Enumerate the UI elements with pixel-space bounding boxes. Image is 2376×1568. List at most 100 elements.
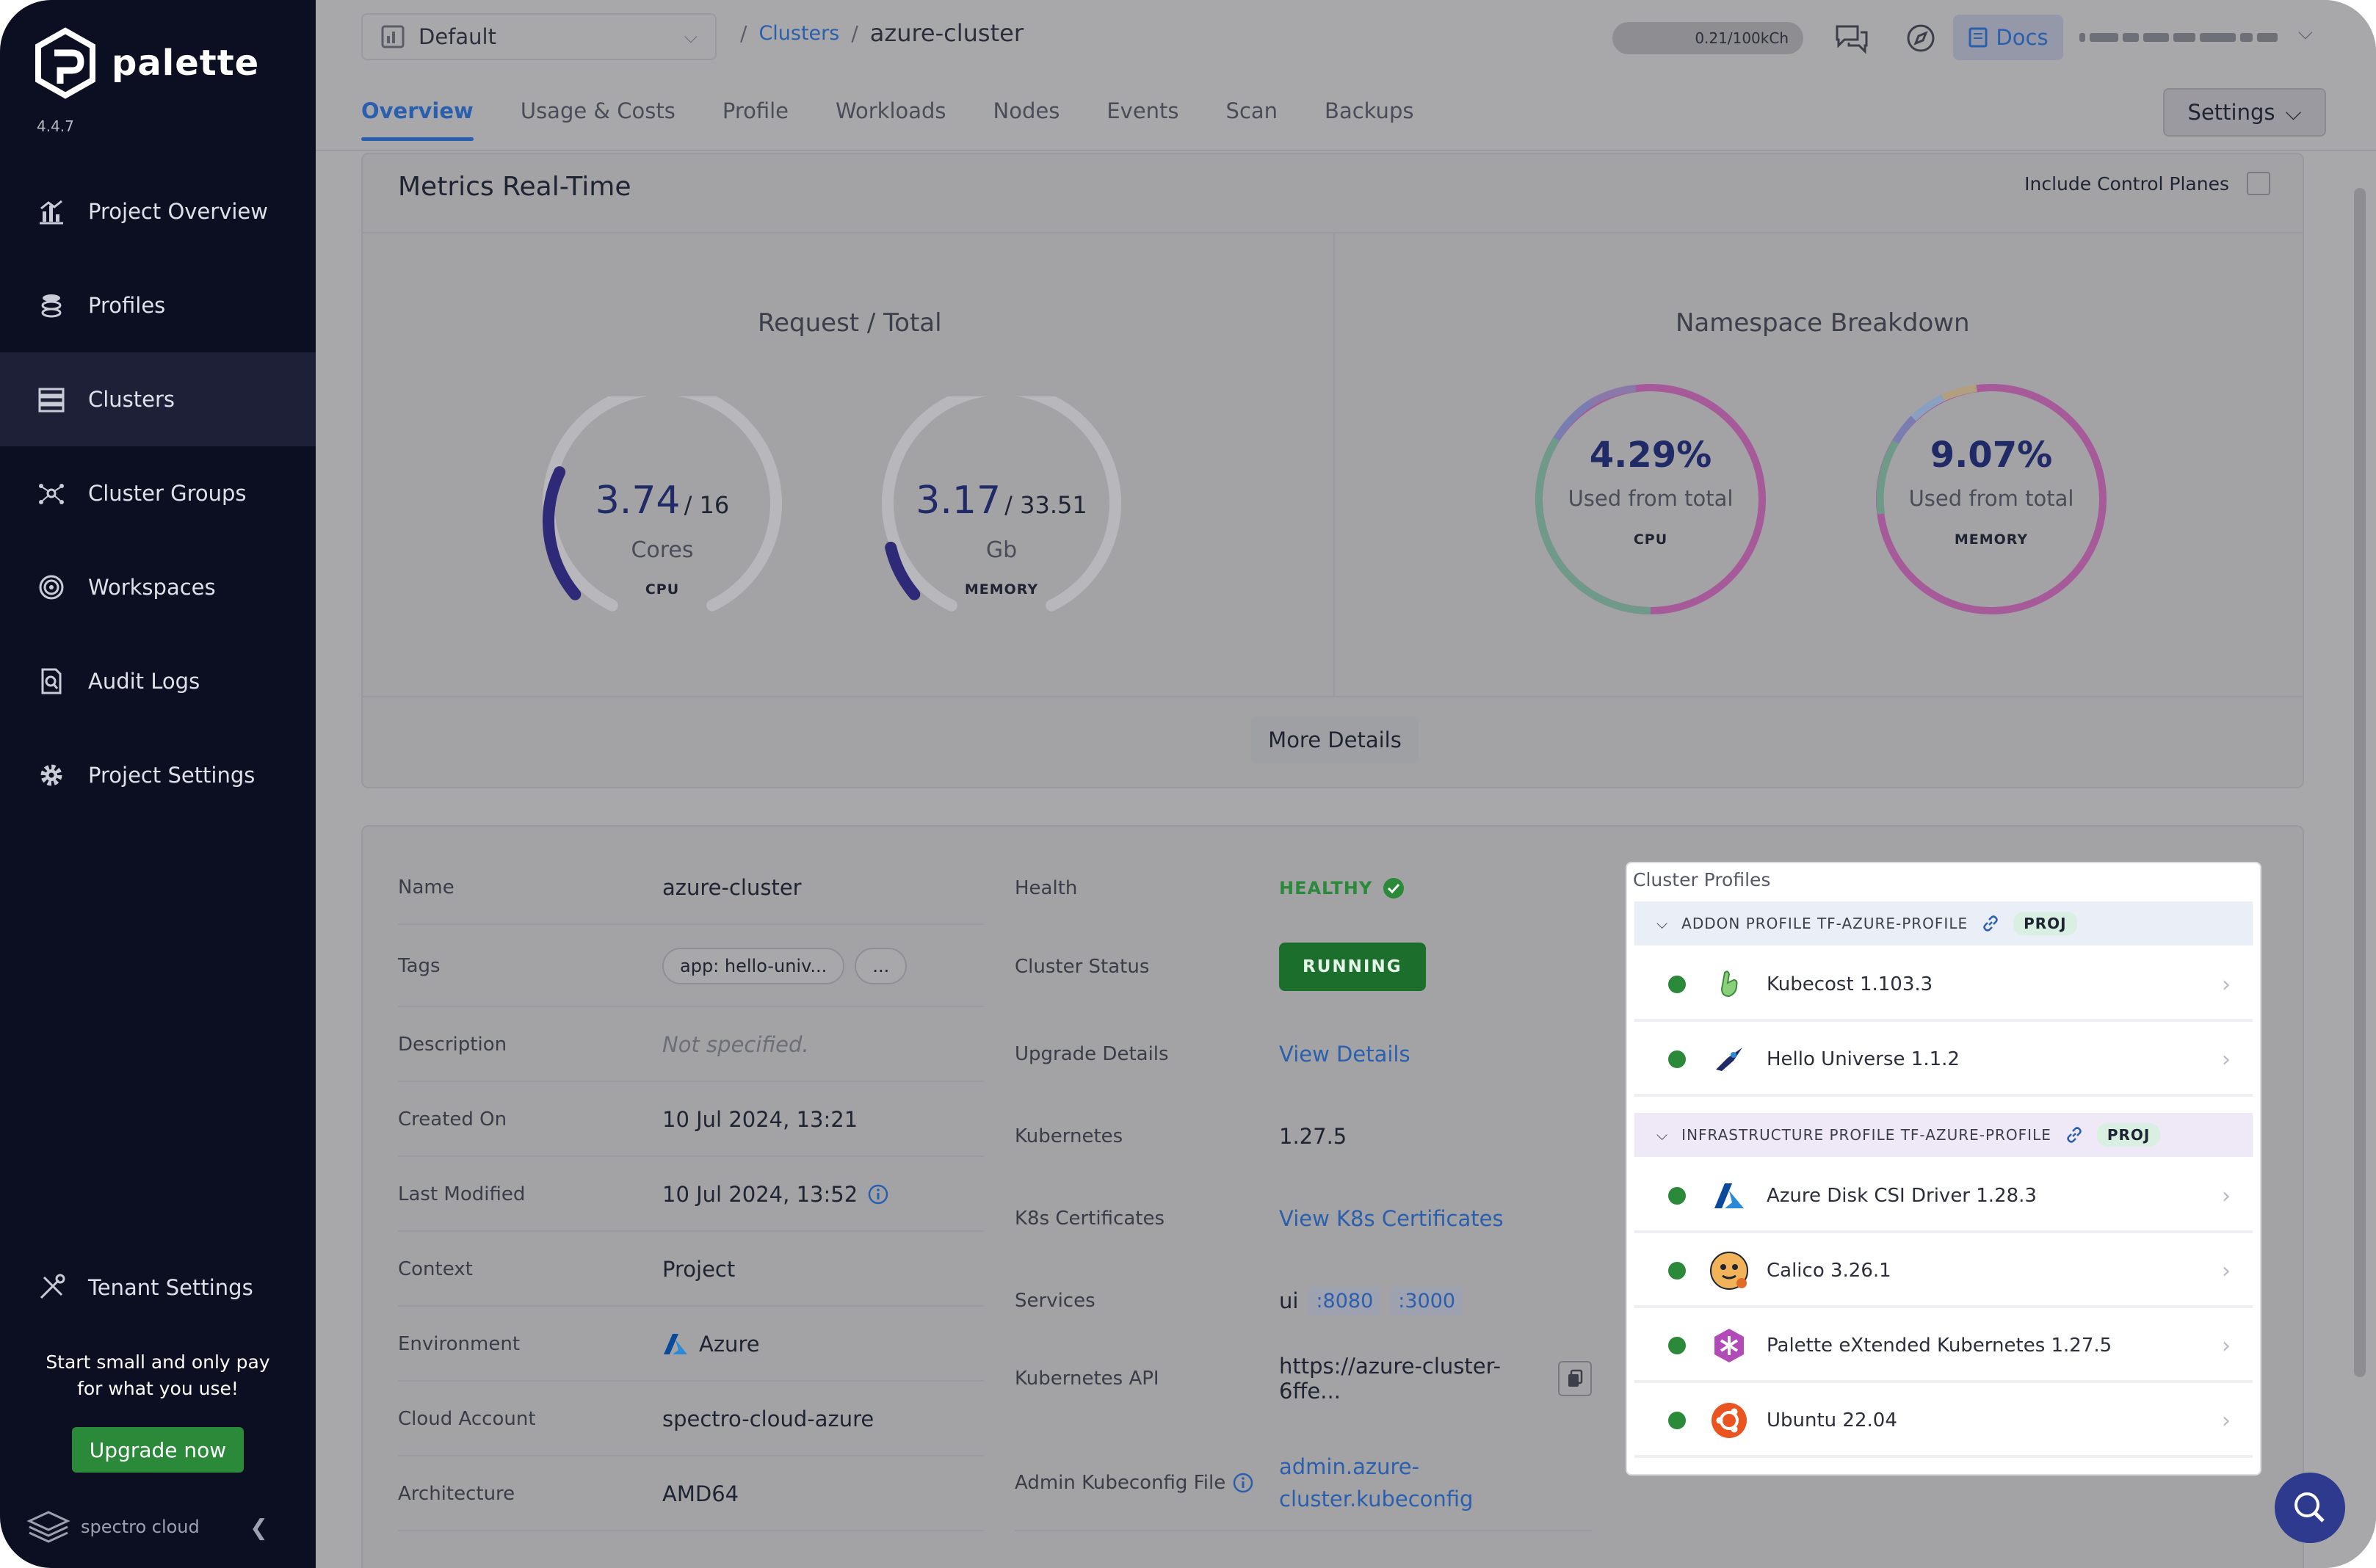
more-details-button[interactable]: More Details xyxy=(1251,716,1419,763)
tab-usage-costs[interactable]: Usage & Costs xyxy=(520,98,676,123)
cpu-unit: Cores xyxy=(631,537,694,563)
sidebar-item-workspaces[interactable]: Workspaces xyxy=(0,540,316,634)
compass-icon[interactable] xyxy=(1902,19,1940,57)
service-port-link[interactable]: :3000 xyxy=(1391,1286,1463,1315)
detail-row-created-on: Created On 10 Jul 2024, 13:21 xyxy=(398,1084,984,1157)
admin-kubeconfig-link[interactable]: admin.azure- cluster.kubeconfig xyxy=(1279,1452,1473,1514)
book-icon xyxy=(1968,27,1988,48)
docs-button[interactable]: Docs xyxy=(1953,15,2063,60)
divider xyxy=(363,232,2303,233)
tab-overview[interactable]: Overview xyxy=(361,81,474,141)
profile-pack-item[interactable]: Ubuntu 22.04 › xyxy=(1634,1386,2253,1458)
sidebar-item-project-overview[interactable]: Project Overview xyxy=(0,164,316,258)
status-badge: RUNNING xyxy=(1279,943,1426,991)
project-selector[interactable]: Default ⌵ xyxy=(361,13,717,60)
kubernetes-api-url[interactable]: https://azure-cluster-6ffe... xyxy=(1279,1354,1502,1404)
divider xyxy=(1333,233,1335,696)
sidebar-item-label: Cluster Groups xyxy=(88,481,247,506)
service-port-link[interactable]: :8080 xyxy=(1308,1286,1381,1315)
status-dot xyxy=(1668,976,1686,993)
detail-row-health: Health HEALTHY xyxy=(1015,852,1592,925)
namespace-cpu-used: Used from total xyxy=(1568,486,1734,511)
detail-row-cluster-status: Cluster Status RUNNING xyxy=(1015,926,1592,1007)
sidebar-item-label: Workspaces xyxy=(88,575,216,600)
metrics-panel: Metrics Real-Time Include Control Planes… xyxy=(361,153,2304,788)
profile-pack-item[interactable]: Calico 3.26.1 › xyxy=(1634,1236,2253,1308)
services-value: ui :8080 :3000 xyxy=(1279,1286,1463,1315)
detail-label: Tags xyxy=(398,955,441,977)
sidebar-item-clusters[interactable]: Clusters xyxy=(0,352,316,446)
copy-button[interactable] xyxy=(1558,1361,1592,1396)
copy-icon xyxy=(1568,1369,1583,1387)
cluster-name-value: azure-cluster xyxy=(662,875,802,900)
namespace-memory-used: Used from total xyxy=(1908,486,2074,511)
chat-icon[interactable] xyxy=(1833,19,1871,57)
created-on-value: 10 Jul 2024, 13:21 xyxy=(662,1107,858,1132)
help-search-button[interactable] xyxy=(2275,1473,2345,1543)
detail-row-name: Name azure-cluster xyxy=(398,852,984,925)
infrastructure-profile-header[interactable]: ⌵ INFRASTRUCTURE PROFILE TF-AZURE-PROFIL… xyxy=(1634,1113,2253,1157)
context-value: Project xyxy=(662,1257,736,1282)
namespace-memory-pct: 9.07% xyxy=(1930,435,2053,476)
tab-workloads[interactable]: Workloads xyxy=(836,98,946,123)
sidebar-item-project-settings[interactable]: Project Settings xyxy=(0,728,316,822)
profile-pack-item[interactable]: Hello Universe 1.1.2 › xyxy=(1634,1025,2253,1097)
tab-scan[interactable]: Scan xyxy=(1225,98,1278,123)
more-tags-chip[interactable]: ... xyxy=(855,948,908,984)
sidebar-item-cluster-groups[interactable]: Cluster Groups xyxy=(0,446,316,540)
view-details-link[interactable]: View Details xyxy=(1279,1042,1410,1067)
pack-name: Calico 3.26.1 xyxy=(1767,1260,1891,1282)
usage-meter[interactable]: 0.21/100kCh xyxy=(1612,22,1803,54)
azure-icon xyxy=(664,1334,687,1354)
architecture-value: AMD64 xyxy=(662,1481,739,1506)
tab-nodes[interactable]: Nodes xyxy=(993,98,1060,123)
tab-backups[interactable]: Backups xyxy=(1325,98,1414,123)
tag-chip[interactable]: app: hello-univ... xyxy=(662,948,845,984)
link-icon xyxy=(1983,915,1998,932)
chevron-down-icon: ⌵ xyxy=(2285,99,2302,125)
info-icon[interactable] xyxy=(868,1184,888,1205)
sidebar-nav: Project Overview Profiles Clusters Clust… xyxy=(0,164,316,822)
sidebar-item-profiles[interactable]: Profiles xyxy=(0,258,316,352)
include-control-planes[interactable]: Include Control Planes xyxy=(2024,172,2270,195)
chevron-down-icon[interactable]: ⌵ xyxy=(2298,22,2313,44)
namespace-memory-kind: MEMORY xyxy=(1954,531,2029,548)
gear-icon xyxy=(35,759,68,791)
detail-label: Kubernetes xyxy=(1015,1125,1123,1147)
breadcrumb-separator: / xyxy=(740,21,747,46)
detail-row-k8s-certificates: K8s Certificates View K8s Certificates xyxy=(1015,1182,1592,1255)
profile-pack-item[interactable]: Kubecost 1.103.3 › xyxy=(1634,950,2253,1022)
info-icon[interactable] xyxy=(1233,1473,1253,1493)
collapse-sidebar-icon[interactable]: ❮ xyxy=(250,1515,269,1541)
upgrade-now-button[interactable]: Upgrade now xyxy=(72,1427,244,1473)
chevron-down-icon: ⌵ xyxy=(1656,915,1669,932)
pack-name: Palette eXtended Kubernetes 1.27.5 xyxy=(1767,1335,2112,1357)
upgrade-promo-text: Start small and only pay for what you us… xyxy=(0,1349,316,1402)
addon-profile-header[interactable]: ⌵ ADDON PROFILE TF-AZURE-PROFILE PROJ xyxy=(1634,901,2253,945)
detail-label: K8s Certificates xyxy=(1015,1208,1165,1230)
docs-label: Docs xyxy=(1996,25,2049,50)
sidebar-item-tenant-settings[interactable]: Tenant Settings xyxy=(0,1241,316,1335)
detail-label: Cluster Status xyxy=(1015,956,1150,978)
sidebar-item-audit-logs[interactable]: Audit Logs xyxy=(0,634,316,728)
profile-pack-item[interactable]: Palette eXtended Kubernetes 1.27.5 › xyxy=(1634,1311,2253,1383)
include-control-planes-checkbox[interactable] xyxy=(2247,172,2270,195)
breadcrumb-current: azure-cluster xyxy=(869,19,1024,47)
pack-name: Ubuntu 22.04 xyxy=(1767,1409,1897,1431)
user-menu-redacted[interactable] xyxy=(2079,25,2278,50)
brand-logo[interactable]: palette xyxy=(32,26,259,100)
settings-dropdown-button[interactable]: Settings ⌵ xyxy=(2163,88,2326,137)
detail-label: Upgrade Details xyxy=(1015,1043,1169,1065)
breadcrumb-clusters-link[interactable]: Clusters xyxy=(758,21,840,45)
profile-pack-item[interactable]: Azure Disk CSI Driver 1.28.3 › xyxy=(1634,1161,2253,1233)
cpu-gauge: 3.74 / 16 Cores CPU xyxy=(530,383,794,631)
cluster-status-value: RUNNING xyxy=(1279,943,1426,991)
chevron-right-icon: › xyxy=(2222,1046,2231,1072)
tab-profile[interactable]: Profile xyxy=(722,98,789,123)
kubernetes-version-value: 1.27.5 xyxy=(1279,1124,1347,1149)
view-k8s-certificates-link[interactable]: View K8s Certificates xyxy=(1279,1206,1504,1231)
link-icon xyxy=(2067,1127,2082,1143)
tab-events[interactable]: Events xyxy=(1106,98,1179,123)
stack-icon xyxy=(35,289,68,322)
page-scrollbar[interactable] xyxy=(2354,188,2366,1377)
